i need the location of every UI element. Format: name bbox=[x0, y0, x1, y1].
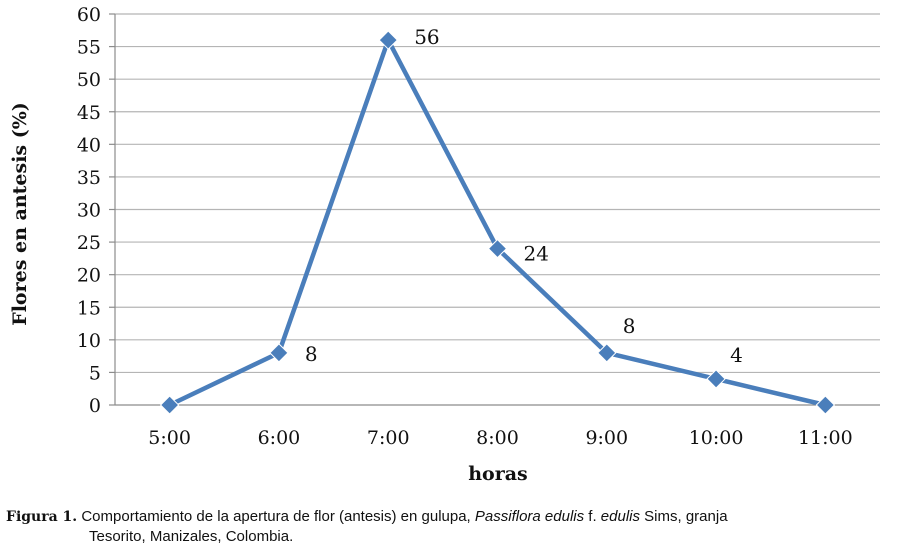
x-tick-label: 6:00 bbox=[258, 427, 301, 449]
data-point-marker bbox=[706, 369, 726, 389]
data-label: 4 bbox=[730, 343, 743, 367]
y-tick-label: 25 bbox=[77, 232, 101, 254]
y-tick-label: 45 bbox=[77, 102, 101, 124]
data-point-marker bbox=[487, 238, 508, 259]
caption-line-2: Tesorito, Manizales, Colombia. bbox=[89, 528, 294, 545]
y-tick-label: 35 bbox=[77, 167, 101, 189]
y-tick-label: 40 bbox=[77, 134, 101, 156]
y-tick-label: 0 bbox=[89, 395, 101, 417]
data-label: 24 bbox=[524, 242, 549, 266]
y-tick-label: 20 bbox=[77, 265, 101, 287]
y-tick-label: 60 bbox=[77, 4, 101, 26]
figure-caption: Figura 1. Comportamiento de la apertura … bbox=[6, 507, 911, 547]
x-tick-label: 10:00 bbox=[689, 427, 744, 449]
x-tick-label: 5:00 bbox=[148, 427, 191, 449]
y-tick-label: 5 bbox=[89, 362, 101, 384]
x-tick-labels: 5:00 6:00 7:00 8:00 9:00 10:00 11:00 bbox=[148, 427, 852, 449]
x-tick-label: 11:00 bbox=[798, 427, 853, 449]
data-point-marker bbox=[815, 395, 836, 415]
gridlines bbox=[109, 13, 880, 406]
data-label: 8 bbox=[305, 342, 318, 366]
caption-form: edulis bbox=[600, 508, 640, 525]
caption-text-1: Comportamiento de la apertura de flor (a… bbox=[77, 508, 475, 525]
caption-text-3: Sims, granja bbox=[640, 508, 728, 525]
data-labels: 8 56 24 8 4 bbox=[305, 25, 743, 367]
caption-species: Passiflora edulis bbox=[474, 508, 585, 525]
caption-label: Figura 1. bbox=[6, 509, 78, 525]
caption-text-2: f. bbox=[584, 508, 601, 525]
data-markers bbox=[159, 30, 836, 415]
y-tick-label: 50 bbox=[77, 69, 101, 91]
x-tick-label: 7:00 bbox=[367, 427, 410, 449]
data-point-marker bbox=[597, 343, 617, 363]
x-axis-title: horas bbox=[468, 463, 528, 485]
y-tick-labels: 0 5 10 15 20 25 30 35 40 45 50 55 60 bbox=[77, 4, 101, 417]
y-tick-label: 15 bbox=[77, 297, 101, 319]
x-tick-label: 8:00 bbox=[476, 427, 519, 449]
data-point-marker bbox=[159, 395, 180, 415]
y-tick-label: 10 bbox=[77, 330, 101, 352]
data-label: 56 bbox=[414, 25, 439, 49]
data-label: 8 bbox=[623, 314, 636, 338]
y-tick-label: 55 bbox=[77, 37, 101, 59]
series-line bbox=[168, 37, 826, 408]
x-tick-label: 9:00 bbox=[585, 427, 628, 449]
line-chart: 0 5 10 15 20 25 30 35 40 45 50 55 60 5:00 6:00 7:00 8:0… bbox=[9, 4, 880, 485]
y-tick-label: 30 bbox=[77, 200, 101, 222]
series-line-path bbox=[168, 37, 826, 408]
data-point-marker bbox=[269, 343, 289, 363]
y-axis-title: Flores en antesis (%) bbox=[9, 102, 31, 326]
data-point-marker bbox=[378, 30, 398, 50]
